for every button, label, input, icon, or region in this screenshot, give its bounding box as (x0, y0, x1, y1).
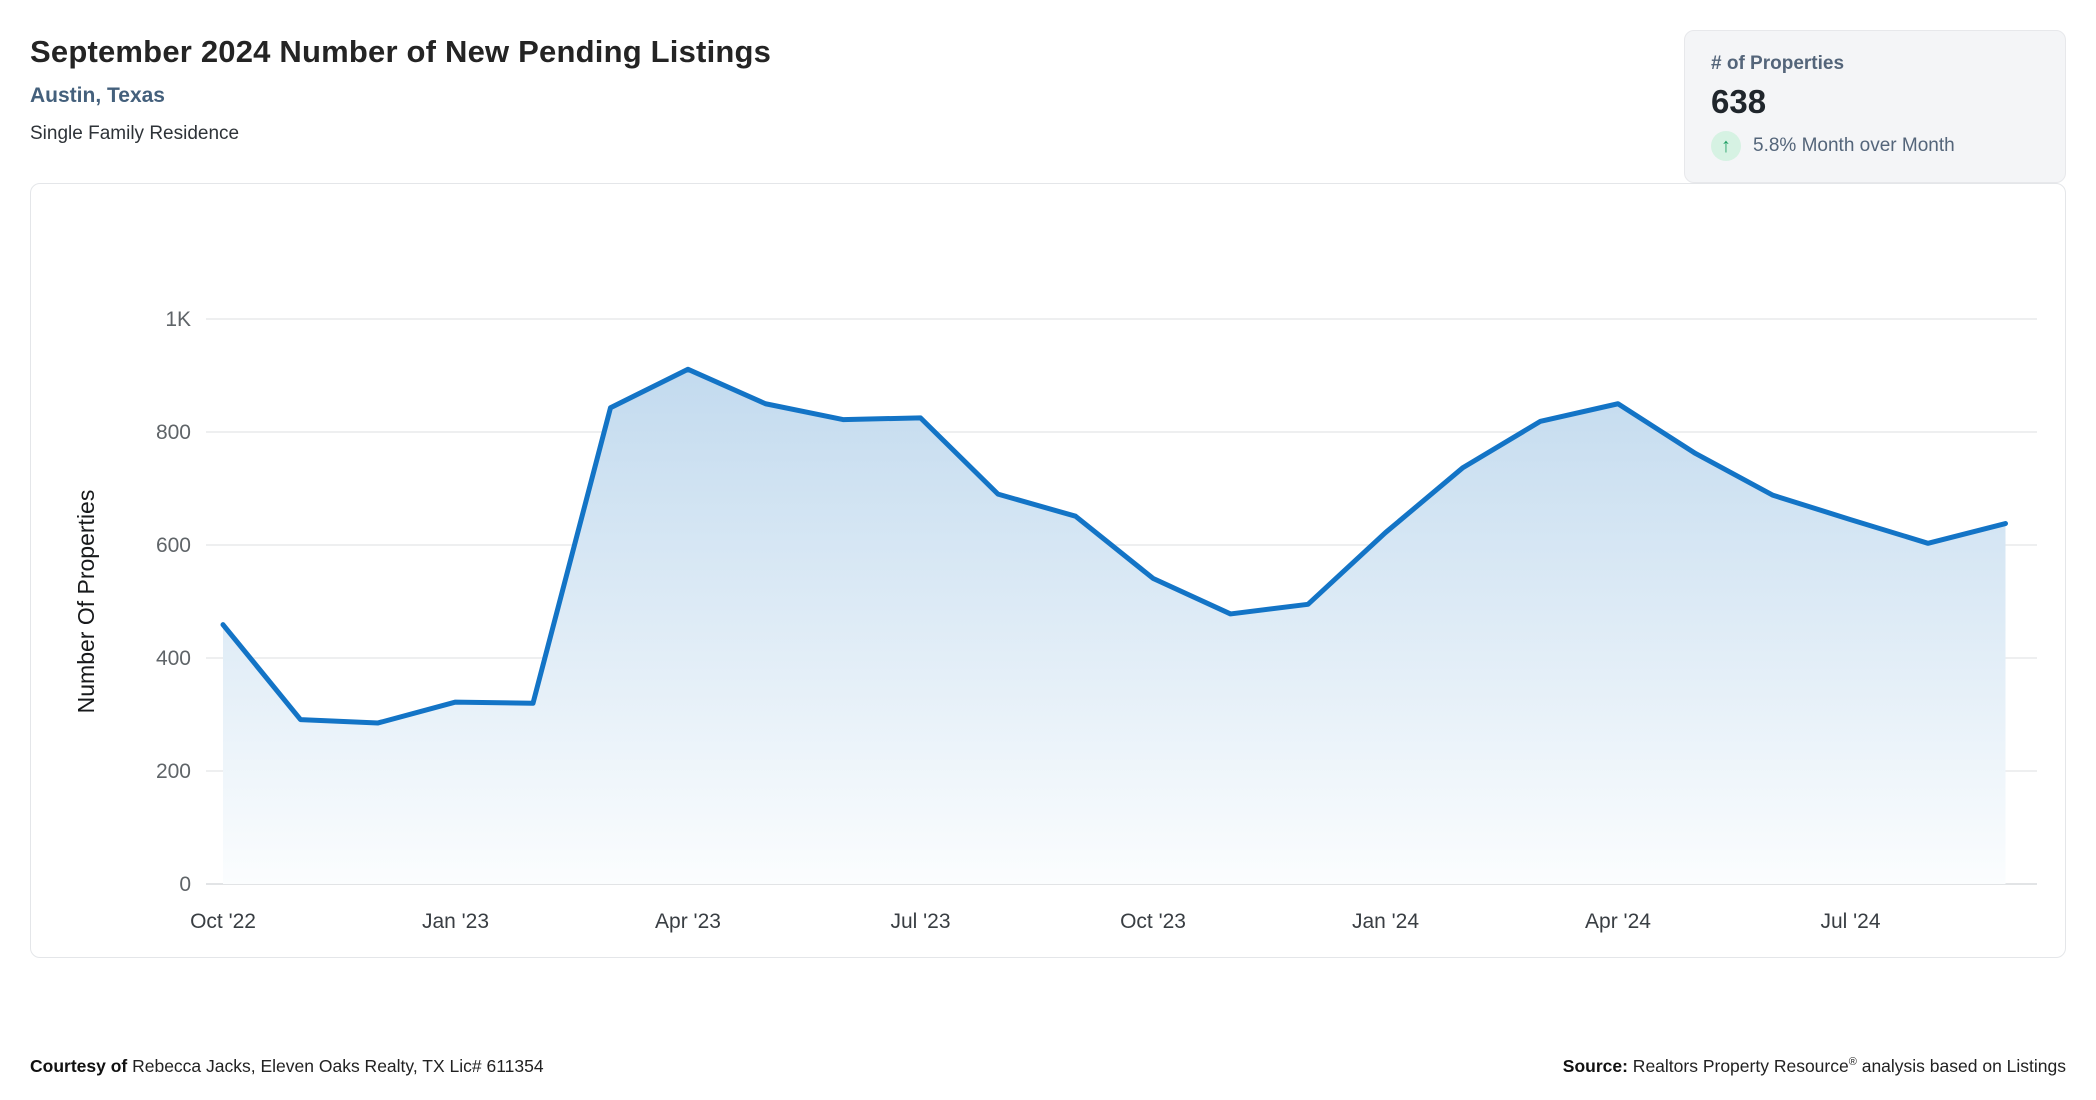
chart-svg: 0 200 400 600 800 1K Oct '22 Jan '23 Apr '23 Jul … (73, 308, 2037, 933)
trend-line (220, 366, 2008, 726)
x-tick-label: Oct '23 (1120, 910, 1186, 933)
source-body-post: analysis based on Listings (1856, 1056, 2066, 1076)
x-tick-label: Jan '23 (422, 910, 489, 933)
location-subtitle: Austin, Texas (30, 84, 165, 107)
source-prefix: Source: (1562, 1056, 1628, 1076)
footer: Courtesy of Rebecca Jacks, Eleven Oaks R… (30, 1056, 2066, 1077)
stat-change-row: ↑ 5.8% Month over Month (1711, 131, 2039, 161)
x-tick-label: Apr '23 (655, 910, 721, 933)
month-over-month-text: 5.8% Month over Month (1753, 135, 1955, 156)
header: September 2024 Number of New Pending Lis… (30, 34, 771, 145)
up-arrow-icon: ↑ (1711, 131, 1741, 161)
source-text: Source: Realtors Property Resource® anal… (1563, 1056, 2066, 1077)
stat-value: 638 (1711, 83, 1767, 120)
registered-mark: ® (1848, 1056, 1857, 1069)
courtesy-body: Rebecca Jacks, Eleven Oaks Realty, TX Li… (127, 1056, 544, 1076)
x-tick-label: Apr '24 (1585, 910, 1651, 933)
x-tick-label: Jul '23 (890, 910, 950, 933)
page-title: September 2024 Number of New Pending Lis… (30, 34, 772, 69)
courtesy-text: Courtesy of Rebecca Jacks, Eleven Oaks R… (30, 1056, 544, 1077)
x-tick-label: Oct '22 (190, 910, 256, 933)
y-tick-label: 1K (165, 308, 191, 331)
stat-label: # of Properties (1711, 53, 1845, 74)
y-tick-label: 800 (156, 421, 191, 444)
courtesy-prefix: Courtesy of (30, 1056, 128, 1076)
y-axis-title: Number Of Properties (73, 490, 99, 714)
source-body-pre: Realtors Property Resource (1627, 1056, 1849, 1076)
area-fill (223, 369, 2006, 884)
properties-stat-card: # of Properties 638 ↑ 5.8% Month over Mo… (1684, 30, 2066, 183)
chart-card: 0 200 400 600 800 1K Oct '22 Jan '23 Apr '23 Jul … (30, 183, 2066, 958)
y-tick-label: 200 (156, 760, 191, 783)
x-tick-label: Jan '24 (1352, 910, 1419, 933)
x-tick-label: Jul '24 (1820, 910, 1880, 933)
y-tick-label: 0 (179, 873, 191, 896)
y-tick-label: 600 (156, 534, 191, 557)
y-tick-label: 400 (156, 647, 191, 670)
property-type-label: Single Family Residence (30, 123, 240, 144)
